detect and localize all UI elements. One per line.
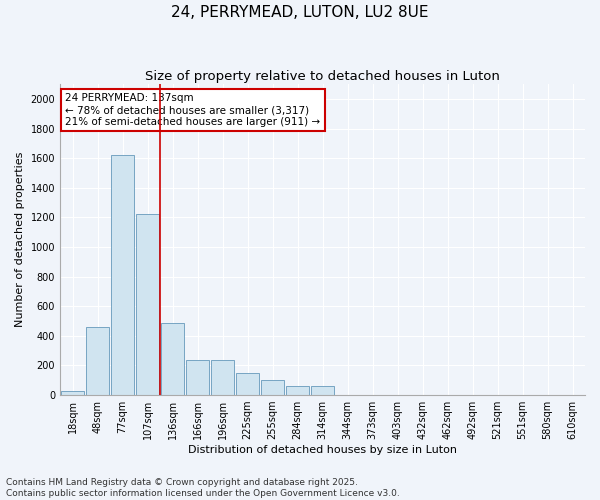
Bar bbox=[261, 380, 284, 395]
Bar bbox=[86, 327, 109, 395]
Y-axis label: Number of detached properties: Number of detached properties bbox=[15, 152, 25, 328]
Text: Contains HM Land Registry data © Crown copyright and database right 2025.
Contai: Contains HM Land Registry data © Crown c… bbox=[6, 478, 400, 498]
Bar bbox=[236, 373, 259, 395]
Bar bbox=[186, 360, 209, 395]
Bar bbox=[161, 322, 184, 395]
X-axis label: Distribution of detached houses by size in Luton: Distribution of detached houses by size … bbox=[188, 445, 457, 455]
Bar bbox=[311, 386, 334, 395]
Text: 24 PERRYMEAD: 137sqm
← 78% of detached houses are smaller (3,317)
21% of semi-de: 24 PERRYMEAD: 137sqm ← 78% of detached h… bbox=[65, 94, 320, 126]
Text: 24, PERRYMEAD, LUTON, LU2 8UE: 24, PERRYMEAD, LUTON, LU2 8UE bbox=[171, 5, 429, 20]
Bar bbox=[61, 390, 84, 395]
Bar bbox=[211, 360, 234, 395]
Bar bbox=[286, 386, 309, 395]
Bar bbox=[111, 155, 134, 395]
Bar bbox=[136, 214, 159, 395]
Title: Size of property relative to detached houses in Luton: Size of property relative to detached ho… bbox=[145, 70, 500, 83]
